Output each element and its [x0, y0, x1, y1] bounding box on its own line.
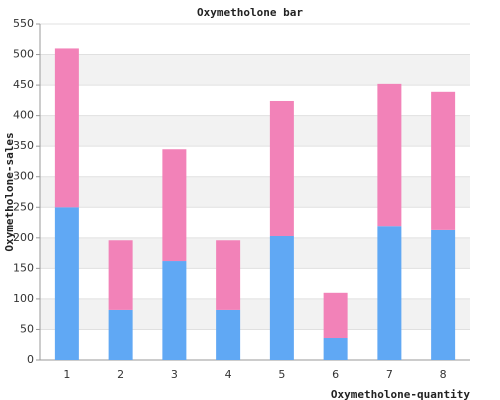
- bar-segment: [216, 309, 241, 360]
- grid-band: [40, 115, 470, 147]
- y-tick-label: 300: [13, 170, 34, 183]
- y-tick-label: 250: [13, 200, 34, 213]
- x-tick-label: 4: [225, 368, 232, 381]
- x-axis-label: Oxymetholone-quantity: [331, 388, 470, 400]
- grid-band: [40, 237, 470, 269]
- bar-segment: [162, 261, 187, 360]
- bar-segment: [377, 226, 402, 360]
- grid-band: [40, 176, 470, 208]
- y-tick-label: 400: [13, 109, 34, 122]
- bar-segment: [269, 100, 294, 236]
- y-axis-label: Oxymetholone-sales: [3, 132, 16, 251]
- bar-segment: [162, 149, 187, 262]
- x-tick-label: 6: [332, 368, 339, 381]
- y-tick-label: 350: [13, 139, 34, 152]
- y-tick-label: 100: [13, 292, 34, 305]
- y-tick-label: 450: [13, 78, 34, 91]
- bar-segment: [431, 229, 456, 360]
- bar-segment: [108, 309, 133, 360]
- bar-segment: [323, 338, 348, 360]
- x-tick-label: 8: [440, 368, 447, 381]
- bar-segment: [323, 292, 348, 339]
- bar-segment: [54, 207, 79, 360]
- chart-title: Oxymetholone bar: [197, 6, 303, 19]
- bar-segment: [108, 240, 133, 310]
- bar-segment: [431, 91, 456, 230]
- grid-band: [40, 54, 470, 86]
- x-tick-label: 2: [117, 368, 124, 381]
- x-tick-label: 7: [386, 368, 393, 381]
- x-tick-label: 5: [278, 368, 285, 381]
- y-tick-label: 150: [13, 261, 34, 274]
- bar-segment: [54, 48, 79, 208]
- x-tick-label: 1: [63, 368, 70, 381]
- y-tick-label: 200: [13, 231, 34, 244]
- y-tick-label: 0: [27, 353, 34, 366]
- y-tick-label: 50: [20, 322, 34, 335]
- bar-segment: [216, 240, 241, 310]
- bar-segment: [377, 83, 402, 227]
- y-tick-label: 550: [13, 17, 34, 30]
- bar-segment: [269, 235, 294, 360]
- grid-band: [40, 298, 470, 330]
- y-tick-label: 500: [13, 48, 34, 61]
- x-tick-label: 3: [171, 368, 178, 381]
